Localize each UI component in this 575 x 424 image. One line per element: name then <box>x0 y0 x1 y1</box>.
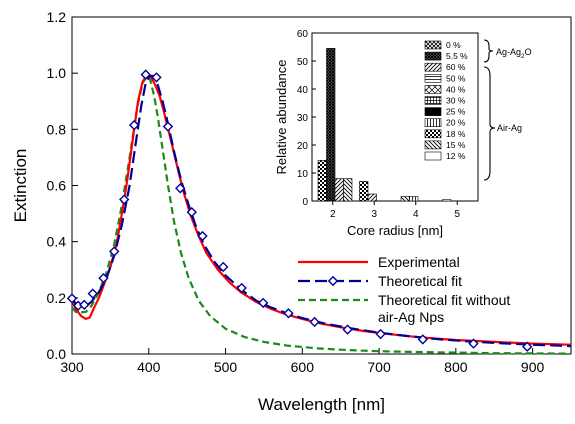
legend-label: Theoretical fit <box>378 273 462 289</box>
y-tick-label: 0.6 <box>47 178 67 194</box>
data-point <box>119 194 130 205</box>
inset-bar <box>317 160 327 202</box>
data-point <box>186 206 197 218</box>
inset-legend-swatch <box>424 140 442 150</box>
inset-legend-label: 25 % <box>446 107 466 117</box>
data-point <box>87 288 98 299</box>
data-point <box>257 297 269 309</box>
data-point <box>109 246 120 257</box>
legend-label: air-Ag Nps <box>378 309 444 325</box>
inset-x-tick-label: 2 <box>330 209 336 220</box>
inset-bar <box>400 196 410 202</box>
x-tick-label: 600 <box>291 359 315 375</box>
inset-legend-label: 18 % <box>446 129 466 139</box>
inset-legend-swatch <box>424 151 442 161</box>
legend-label: Theoretical fit without <box>378 292 510 308</box>
data-point <box>175 183 186 194</box>
inset-x-tick-label: 5 <box>454 209 460 220</box>
data-point <box>218 261 229 273</box>
inset-bar <box>359 181 369 202</box>
x-axis-label: Wavelength [nm] <box>258 395 385 414</box>
inset-legend-label: 5.5 % <box>446 51 468 61</box>
inset-legend-swatch <box>424 129 442 139</box>
inset-y-tick-label: 20 <box>297 141 309 152</box>
inset-legend-swatch <box>424 51 442 61</box>
data-point <box>468 338 479 349</box>
data-point <box>375 328 386 340</box>
inset-y-tick-label: 30 <box>297 113 309 124</box>
inset-legend-swatch <box>424 85 442 94</box>
inset-y-tick-label: 60 <box>297 29 309 40</box>
inset-bar <box>442 199 452 202</box>
inset-legend-swatch <box>424 74 442 83</box>
group-label-ag-ag2o: Ag-Ag2O <box>496 47 532 60</box>
inset-chart: 0 10 20 30 40 50 60 2 3 4 5 Core radius [nm] Relativ… <box>274 29 532 238</box>
inset-legend-swatch <box>424 107 442 116</box>
legend-marker <box>327 275 339 287</box>
y-tick-label: 0.0 <box>47 346 67 362</box>
inset-x-axis-label: Core radius [nm] <box>347 223 443 238</box>
data-point <box>417 334 429 345</box>
brace-ag-ag2o <box>483 39 494 63</box>
inset-y-axis-label: Relative abundance <box>274 60 289 175</box>
main-chart: 300 400 500 600 700 800 9000.00.20.40.60.81.01… <box>11 9 572 414</box>
x-tick-label: 800 <box>444 359 468 375</box>
x-tick-label: 400 <box>137 359 161 375</box>
data-point <box>66 293 78 304</box>
y-tick-label: 0.8 <box>47 121 67 137</box>
inset-legend-label: 30 % <box>446 96 466 106</box>
inset-bar <box>343 178 353 202</box>
inset-x-tick-label: 3 <box>371 209 377 220</box>
inset-legend-label: 40 % <box>446 84 466 94</box>
data-point <box>140 69 151 80</box>
inset-legend-label: 12 % <box>446 151 466 161</box>
data-point <box>522 341 533 352</box>
data-point <box>128 119 140 131</box>
inset-bar <box>326 48 336 202</box>
inset-legend-swatch <box>424 96 442 105</box>
inset-legend-label: 50 % <box>446 73 466 83</box>
inset-y-tick-label: 40 <box>297 85 309 96</box>
y-tick-label: 1.0 <box>47 65 67 81</box>
inset-bar <box>367 193 377 202</box>
inset-legend-swatch <box>424 62 442 72</box>
y-tick-label: 1.2 <box>47 9 67 25</box>
inset-y-tick-label: 50 <box>297 57 309 68</box>
data-point <box>309 316 320 328</box>
inset-legend-label: 15 % <box>446 140 466 150</box>
inset-bar <box>334 178 344 202</box>
data-point <box>197 230 208 242</box>
brace-air-ag <box>483 66 496 181</box>
inset-y-tick-label: 10 <box>297 169 309 180</box>
x-tick-label: 500 <box>214 359 238 375</box>
x-tick-label: 700 <box>367 359 391 375</box>
group-label-air-ag: Air-Ag <box>497 123 522 133</box>
y-tick-label: 0.2 <box>47 290 67 306</box>
inset-legend-swatch <box>424 118 442 127</box>
data-point <box>151 72 162 83</box>
x-tick-label: 300 <box>60 359 84 375</box>
inset-x-tick-label: 4 <box>413 209 419 220</box>
series-line <box>71 74 572 348</box>
data-point <box>162 121 174 132</box>
y-tick-label: 0.4 <box>47 234 67 250</box>
data-point <box>236 282 247 294</box>
data-point <box>98 272 109 284</box>
data-point <box>79 299 90 311</box>
data-point <box>283 308 294 319</box>
inset-y-tick-label: 0 <box>302 197 308 208</box>
inset-legend-label: 0 % <box>446 40 461 50</box>
data-point <box>342 324 353 335</box>
inset-plot-frame <box>311 32 479 202</box>
legend-label: Experimental <box>378 254 460 270</box>
inset-bar <box>409 196 419 202</box>
series-line <box>71 74 572 355</box>
x-tick-label: 900 <box>521 359 545 375</box>
inset-legend-label: 20 % <box>446 118 466 128</box>
inset-legend-label: 60 % <box>446 62 466 72</box>
y-axis-label: Extinction <box>11 149 30 223</box>
inset-legend-swatch <box>424 40 442 50</box>
